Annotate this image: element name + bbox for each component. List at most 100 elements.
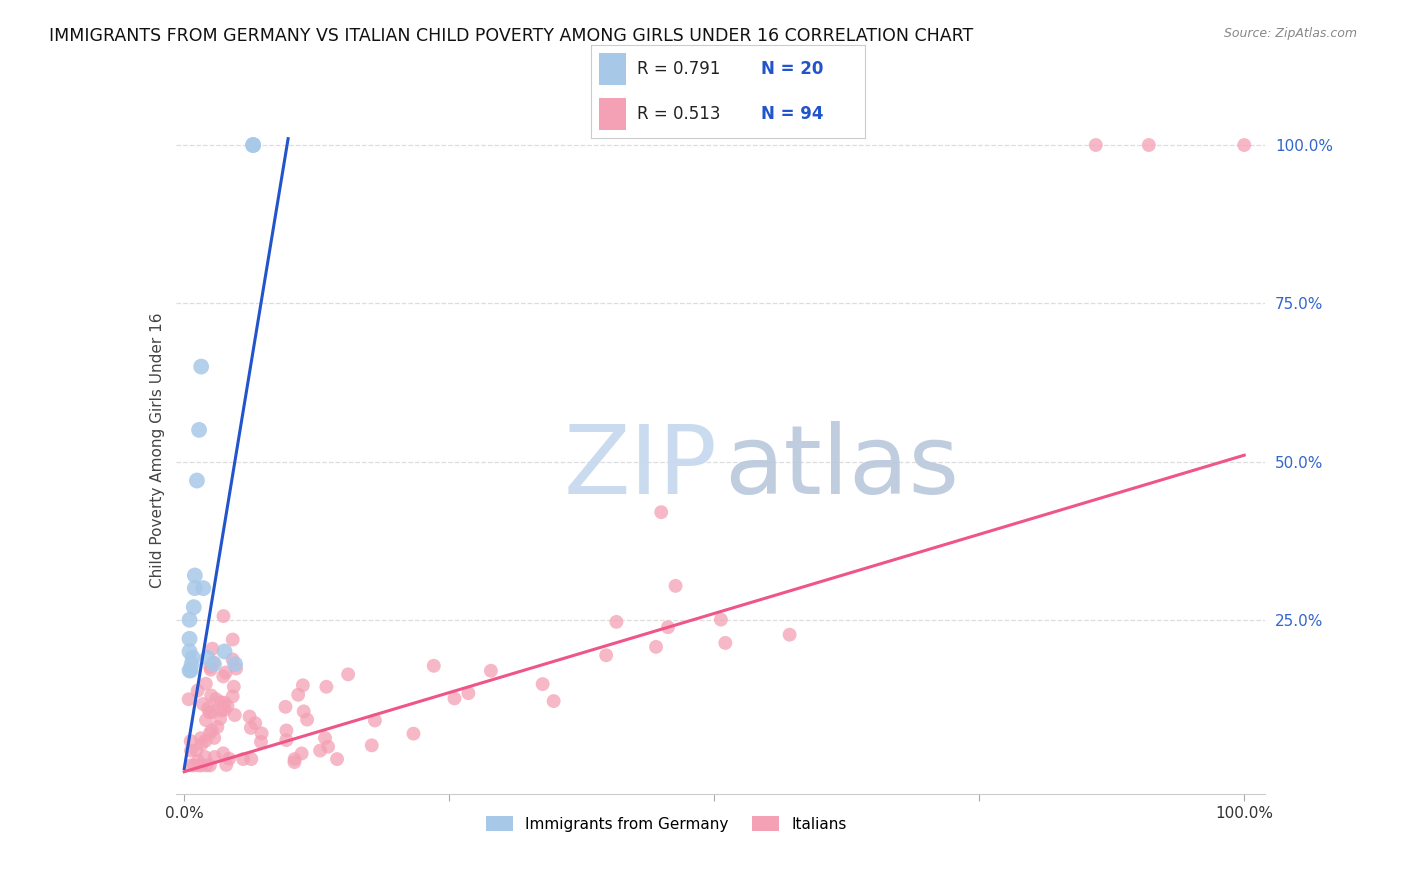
Point (197, 701, 219, 715)
Point (664, 579, 686, 593)
Point (212, 669, 235, 683)
Point (179, 632, 201, 646)
Point (194, 733, 217, 747)
Point (215, 665, 238, 680)
Point (191, 697, 214, 711)
Point (180, 664, 202, 678)
Point (179, 613, 201, 627)
Point (180, 657, 202, 672)
Point (364, 714, 387, 728)
Point (274, 699, 297, 714)
Point (326, 752, 349, 766)
Point (1137, 138, 1160, 153)
Point (177, 692, 200, 706)
Point (187, 758, 209, 772)
Point (200, 660, 222, 674)
Point (215, 758, 238, 772)
Point (209, 703, 232, 717)
Point (202, 656, 225, 670)
Point (292, 705, 315, 719)
Point (179, 664, 201, 678)
Point (184, 568, 207, 582)
Point (531, 677, 554, 691)
Point (184, 581, 207, 595)
Point (179, 644, 201, 658)
Point (315, 680, 337, 694)
Point (291, 747, 314, 761)
Text: R = 0.791: R = 0.791 (637, 60, 720, 78)
Point (457, 686, 479, 700)
Point (201, 723, 224, 738)
Point (217, 699, 239, 714)
Point (242, 138, 264, 153)
Point (316, 739, 339, 754)
Point (479, 664, 502, 678)
Point (284, 752, 307, 766)
Point (543, 694, 565, 708)
Text: ZIP: ZIP (564, 421, 717, 514)
Point (222, 632, 245, 647)
Point (214, 644, 236, 658)
Point (250, 735, 273, 749)
Point (238, 709, 260, 723)
Point (605, 615, 627, 629)
Point (186, 474, 208, 488)
Text: IMMIGRANTS FROM GERMANY VS ITALIAN CHILD POVERTY AMONG GIRLS UNDER 16 CORRELATIO: IMMIGRANTS FROM GERMANY VS ITALIAN CHILD… (49, 27, 973, 45)
Point (195, 758, 218, 772)
Text: atlas: atlas (724, 421, 959, 514)
Point (209, 695, 232, 709)
Point (714, 636, 737, 650)
Point (200, 689, 222, 703)
Point (360, 739, 382, 753)
Point (224, 657, 246, 672)
Point (250, 726, 273, 740)
Point (187, 754, 209, 768)
Point (225, 661, 247, 675)
Point (187, 683, 209, 698)
Point (197, 650, 219, 665)
Y-axis label: Child Poverty Among Girls Under 16: Child Poverty Among Girls Under 16 (149, 313, 165, 588)
Point (180, 743, 202, 757)
Point (183, 758, 205, 772)
FancyBboxPatch shape (599, 53, 626, 85)
Text: N = 20: N = 20 (761, 60, 823, 78)
Point (201, 641, 224, 656)
Point (1084, 138, 1107, 153)
Point (240, 752, 263, 766)
Point (201, 705, 224, 719)
Point (212, 747, 235, 761)
Point (207, 720, 229, 734)
Point (183, 600, 205, 615)
Point (423, 658, 446, 673)
Point (443, 691, 465, 706)
Point (181, 650, 204, 665)
Point (190, 758, 212, 772)
Point (194, 676, 217, 690)
Legend: Immigrants from Germany, Italians: Immigrants from Germany, Italians (479, 810, 853, 838)
Point (200, 663, 222, 677)
Point (214, 696, 236, 710)
Point (202, 657, 225, 672)
Point (650, 505, 672, 519)
Text: N = 94: N = 94 (761, 105, 823, 123)
Point (710, 613, 733, 627)
Point (222, 690, 245, 704)
Point (595, 648, 617, 663)
Point (276, 723, 298, 738)
Point (190, 359, 212, 374)
Point (242, 138, 264, 153)
Point (186, 743, 208, 757)
Point (180, 734, 202, 748)
Point (239, 721, 262, 735)
Point (218, 752, 240, 766)
Point (194, 713, 217, 727)
Point (222, 680, 245, 694)
Point (276, 733, 298, 747)
Point (198, 706, 221, 720)
Point (188, 423, 211, 437)
Point (245, 716, 267, 731)
Point (309, 743, 332, 757)
Point (198, 726, 221, 740)
Point (194, 750, 217, 764)
Point (205, 692, 228, 706)
